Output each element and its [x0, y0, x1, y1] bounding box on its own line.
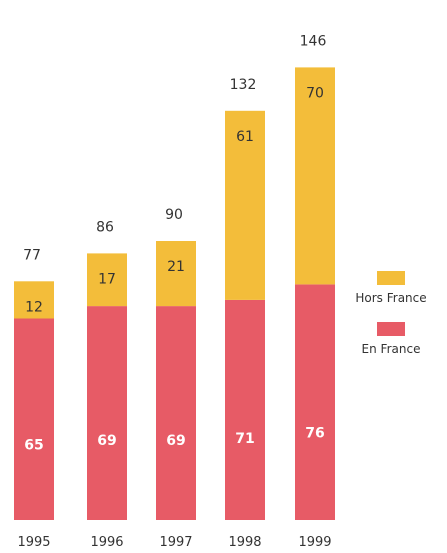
- legend-swatch-en-france: [377, 322, 405, 336]
- bar-segment-en-france-1999: [295, 284, 335, 520]
- value-label-en-france-1997: 69: [166, 433, 185, 449]
- value-label-hors-france-1997: 21: [167, 259, 185, 275]
- legend-label-hors-france: Hors France: [355, 291, 426, 305]
- bar-segment-en-france-1995: [14, 318, 54, 520]
- total-label-1995: 77: [23, 247, 41, 263]
- value-label-hors-france-1996: 17: [98, 271, 116, 287]
- value-label-en-france-1996: 69: [97, 433, 116, 449]
- bar-segment-hors-france-1999: [295, 67, 335, 285]
- value-label-en-france-1999: 76: [305, 426, 324, 442]
- bar-segment-en-france-1998: [225, 299, 265, 520]
- bar-segment-hors-france-1998: [225, 110, 265, 300]
- bar-segment-en-france-1996: [87, 306, 127, 520]
- value-label-hors-france-1995: 12: [25, 299, 43, 315]
- bar-segment-en-france-1997: [156, 306, 196, 520]
- bar-segment-hors-france-1997: [156, 241, 196, 307]
- labels-group: 65 12 77 1995 69 17 86 1996 69 21 90 1997 71 61 132 199…: [17, 33, 331, 550]
- legend: Hors France En France: [355, 271, 427, 356]
- total-label-1997: 90: [165, 207, 183, 223]
- legend-label-en-france: En France: [362, 342, 421, 356]
- value-label-hors-france-1998: 61: [236, 129, 254, 145]
- year-label-1998: 1998: [228, 535, 261, 550]
- bar-segment-hors-france-1995: [14, 281, 54, 319]
- year-label-1995: 1995: [17, 535, 50, 550]
- total-label-1998: 132: [230, 77, 257, 93]
- year-label-1997: 1997: [159, 535, 192, 550]
- year-label-1996: 1996: [90, 535, 123, 550]
- total-label-1999: 146: [300, 33, 327, 49]
- bar-segment-hors-france-1996: [87, 253, 127, 307]
- bars-group: [14, 67, 335, 520]
- legend-swatch-hors-france: [377, 271, 405, 285]
- total-label-1996: 86: [96, 219, 114, 235]
- value-label-hors-france-1999: 70: [306, 85, 324, 101]
- value-label-en-france-1995: 65: [24, 437, 43, 453]
- value-label-en-france-1998: 71: [235, 431, 254, 447]
- year-label-1999: 1999: [298, 535, 331, 550]
